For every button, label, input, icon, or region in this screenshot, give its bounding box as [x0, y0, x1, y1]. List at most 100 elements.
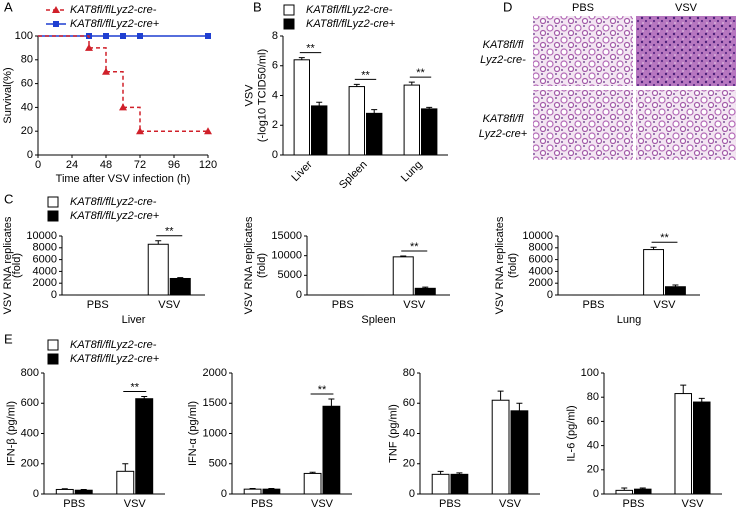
- x-tick-label: Liver: [289, 158, 315, 184]
- x-axis-label: Liver: [122, 314, 146, 326]
- y-tick-label: 60: [21, 78, 33, 90]
- bar: [510, 410, 529, 495]
- bar: [147, 243, 169, 296]
- error-bar: [456, 472, 463, 475]
- bar: [74, 489, 93, 495]
- x-tick-label: PBS: [439, 498, 461, 507]
- y-tick-label: 6000: [33, 254, 57, 266]
- y-tick-label: 4000: [529, 265, 553, 277]
- legend-label: KAT8fl/flLyz2-cre+: [70, 353, 160, 365]
- y-tick-label: 80: [403, 367, 415, 379]
- x-tick-label: VSV: [681, 498, 704, 507]
- y-axis-label: VSV RNA replicates: [243, 216, 255, 314]
- y-tick-label: 5000: [278, 269, 302, 281]
- significance-label: **: [165, 226, 174, 238]
- error-bar: [141, 395, 148, 399]
- error-bar: [61, 488, 68, 490]
- y-axis-label: VSV: [244, 84, 256, 107]
- bar: [116, 470, 135, 495]
- marker: [102, 67, 110, 75]
- panel-label: B: [253, 0, 262, 14]
- y-tick-label: 60: [403, 397, 415, 409]
- significance-label: **: [410, 241, 419, 253]
- significance-label: **: [130, 381, 139, 393]
- error-bar: [680, 384, 687, 394]
- error-bar: [371, 109, 378, 114]
- y-axis-label: (fold): [256, 253, 268, 278]
- histology-image: [636, 16, 736, 86]
- y-tick-label: 40: [403, 427, 415, 439]
- y-tick-label: 8: [272, 30, 278, 42]
- error-bar: [400, 255, 407, 257]
- error-bar: [155, 240, 162, 245]
- y-tick-label: 20: [587, 464, 599, 476]
- bar: [634, 488, 652, 495]
- bar: [322, 405, 341, 495]
- bar: [348, 86, 366, 156]
- legend-label: KAT8fl/flLyz2-cre-: [70, 4, 157, 16]
- bar: [674, 393, 692, 495]
- error-bar: [122, 463, 129, 472]
- bar: [366, 112, 383, 156]
- x-tick-label: VSV: [158, 299, 181, 311]
- x-axis-label: Spleen: [361, 314, 395, 326]
- x-tick-label: Lung: [399, 159, 425, 185]
- bar: [693, 401, 711, 495]
- y-tick-label: 80: [587, 391, 599, 403]
- x-tick-label: PBS: [622, 498, 644, 507]
- x-tick-label: PBS: [251, 498, 273, 507]
- marker: [85, 43, 93, 51]
- y-tick-label: 0: [51, 289, 57, 301]
- step-line: [89, 47, 107, 72]
- legend-label: KAT8fl/flLyz2-cre+: [70, 210, 160, 222]
- y-tick-label: 40: [587, 440, 599, 452]
- bar: [293, 59, 311, 156]
- error-bar: [672, 284, 679, 287]
- legend-swatch: [47, 196, 59, 208]
- x-tick-label: 0: [35, 159, 41, 171]
- bar: [615, 489, 633, 495]
- panel-label: D: [503, 0, 512, 14]
- histology-image: [636, 90, 736, 160]
- x-tick-label: VSV: [403, 299, 426, 311]
- x-tick-label: PBS: [87, 299, 109, 311]
- error-bar: [80, 488, 87, 491]
- marker: [137, 33, 143, 39]
- legend-swatch: [283, 4, 295, 16]
- bar: [491, 399, 510, 495]
- y-tick-label: 2000: [33, 277, 57, 289]
- significance-label: **: [660, 232, 669, 244]
- legend-label: KAT8fl/flLyz2-cre-: [70, 339, 157, 351]
- legend-marker: [53, 21, 59, 27]
- marker: [119, 103, 127, 111]
- y-tick-label: 1000: [203, 427, 227, 439]
- x-tick-label: 48: [100, 159, 112, 171]
- bar: [303, 472, 322, 495]
- step-line: [123, 106, 141, 132]
- y-axis-label: IFN-α (pg/ml): [187, 401, 199, 466]
- histology-image: [533, 90, 633, 160]
- y-tick-label: 10000: [26, 230, 57, 242]
- row-label: KAT8fl/fl: [483, 113, 524, 125]
- legend-swatch: [47, 353, 59, 365]
- x-tick-label: PBS: [63, 498, 85, 507]
- y-tick-label: 200: [21, 458, 39, 470]
- legend-swatch: [283, 18, 295, 30]
- x-axis-label: Time after VSV infection (h): [56, 173, 191, 185]
- bar: [665, 286, 686, 296]
- y-tick-label: 6000: [529, 254, 553, 266]
- y-tick-label: 10000: [522, 230, 553, 242]
- legend-label: KAT8fl/flLyz2-cre+: [70, 18, 160, 30]
- y-tick-label: 15000: [271, 230, 302, 242]
- y-tick-label: 60: [587, 415, 599, 427]
- error-bar: [437, 470, 444, 475]
- error-bar: [408, 81, 415, 86]
- y-axis-label: (-log10 TCID50/ml): [257, 49, 269, 142]
- y-tick-label: 0: [593, 488, 599, 500]
- y-axis-label: (fold): [507, 253, 519, 278]
- row-label: Lyz2-cre-: [480, 54, 526, 66]
- y-tick-label: 2000: [203, 367, 227, 379]
- y-tick-label: 1500: [203, 397, 227, 409]
- y-tick-label: 20: [403, 458, 415, 470]
- bar: [55, 488, 74, 495]
